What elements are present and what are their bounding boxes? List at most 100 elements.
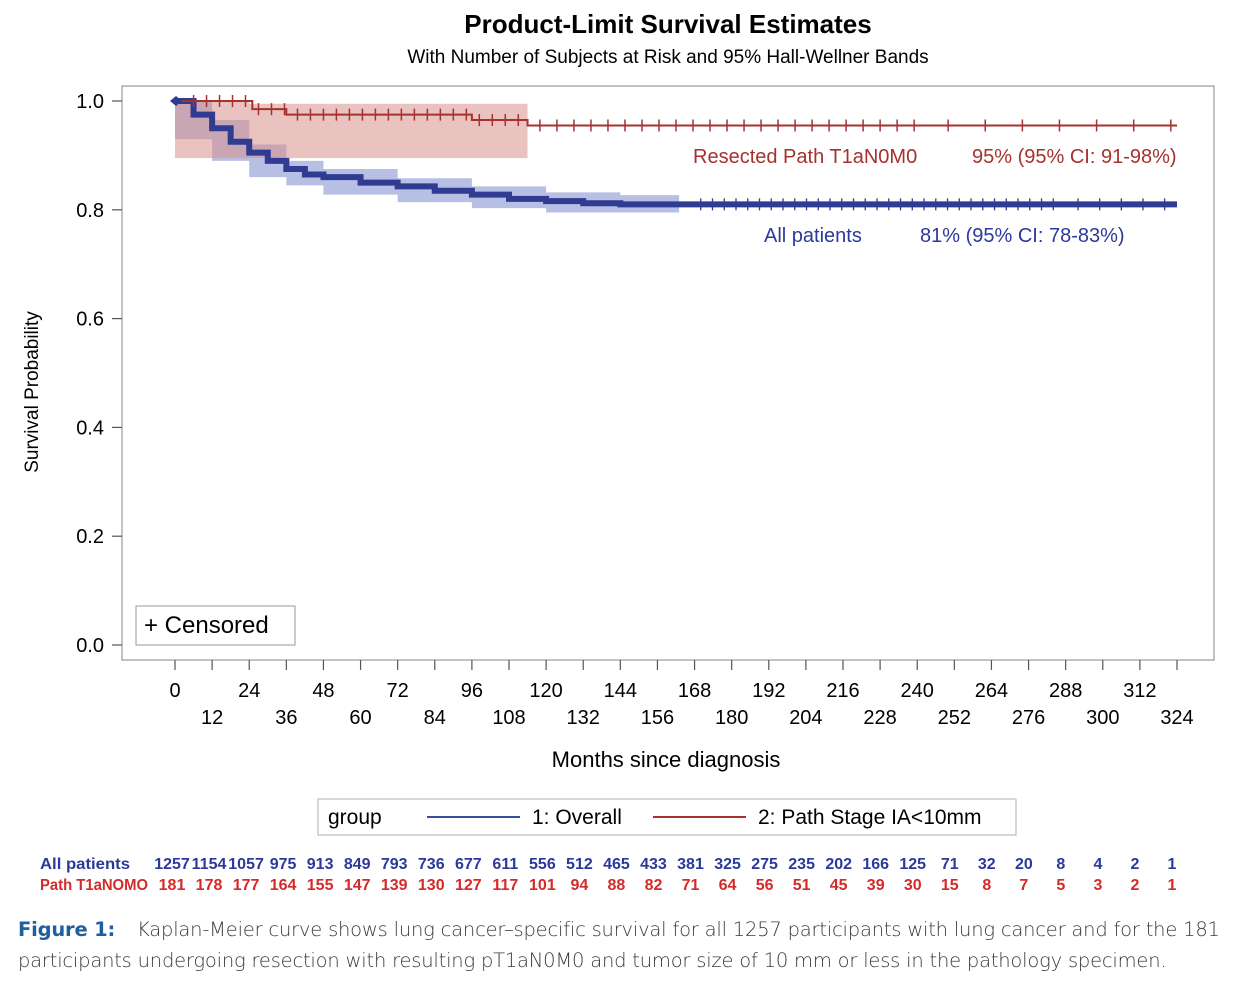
x-tick-label: 324 [1160,707,1193,729]
at-risk-all-value: 793 [381,856,408,873]
x-tick-label: 48 [312,680,334,702]
chart-title: Product-Limit Survival Estimates [464,9,871,39]
x-tick-label: 144 [604,680,637,702]
x-tick-label: 264 [975,680,1008,702]
at-risk-t1a-value: 39 [867,877,885,894]
resected-survival-curve [175,100,1177,127]
at-risk-all-value: 433 [640,856,667,873]
at-risk-all-value: 275 [751,856,778,873]
at-risk-t1a-value: 94 [571,877,589,894]
at-risk-all-value: 913 [307,856,334,873]
x-axis: 0 12 24 36 48 60 72 84 96 10812013214415616818019… [169,660,1194,729]
figure-caption-label: Figure 1: [18,918,116,941]
x-tick-label: 24 [238,680,260,702]
at-risk-t1a-value: 82 [645,877,663,894]
at-risk-t1a-value: 139 [381,877,408,894]
overall-survival-curve [175,98,1177,208]
at-risk-all-value: 125 [899,856,926,873]
at-risk-all-value: 235 [788,856,815,873]
censored-legend: + Censored [135,605,296,646]
y-tick-label: 1.0 [76,91,104,113]
x-tick-label: 288 [1049,680,1082,702]
at-risk-t1a-value: 1 [1168,877,1177,894]
figure-caption: Figure 1: Kaplan-Meier curve shows lung c… [18,914,1228,976]
at-risk-t1a-value: 147 [344,877,371,894]
km-survival-chart: Product-Limit Survival Estimates With Nu… [22,9,1215,894]
at-risk-all-value: 202 [825,856,852,873]
at-risk-t1a-value: 181 [159,877,186,894]
x-tick-label: 192 [752,680,785,702]
at-risk-t1a-value: 130 [418,877,445,894]
at-risk-all-value: 1057 [228,856,264,873]
at-risk-t1a-value: 3 [1093,877,1102,894]
y-axis: 0.0 0.2 0.4 0.6 0.8 1.0 [76,91,122,657]
y-tick-label: 0.4 [76,417,104,439]
x-tick-label: 60 [349,707,371,729]
y-tick-label: 0.0 [76,635,104,657]
at-risk-all-value: 1257 [154,856,190,873]
at-risk-all-value: 4 [1093,856,1102,873]
at-risk-all-value: 1154 [192,856,227,873]
censor-marks [192,95,1172,211]
group-legend: group 1: Overall 2: Path Stage IA<10mm [317,798,1017,836]
resected-annotation-value: 95% (95% CI: 91-98%) [972,146,1177,168]
y-tick-label: 0.6 [76,309,104,331]
x-tick-label: 312 [1123,680,1156,702]
at-risk-all-value: 1 [1168,856,1177,873]
x-tick-label: 156 [641,707,674,729]
at-risk-all-value: 166 [862,856,889,873]
x-tick-label: 276 [1012,707,1045,729]
at-risk-all-value: 611 [492,856,518,873]
x-tick-label: 300 [1086,707,1119,729]
at-risk-all-value: 975 [270,856,297,873]
at-risk-t1a-value: 178 [196,877,223,894]
at-risk-t1a-value: 2 [1131,877,1140,894]
at-risk-row-label-all: All patients [40,856,130,873]
resected-annotation: Resected Path T1aN0M0 95% (95% CI: 91-98… [693,146,1177,168]
at-risk-all-value: 849 [344,856,371,873]
x-tick-label: 36 [275,707,297,729]
x-tick-label: 132 [567,707,600,729]
plot-frame [121,85,1215,661]
survival-curves [170,96,1177,208]
x-axis-label: Months since diagnosis [552,747,781,772]
at-risk-t1a-value: 15 [941,877,959,894]
x-tick-label: 84 [424,707,446,729]
at-risk-all-value: 512 [566,856,593,873]
x-tick-label: 12 [201,707,223,729]
at-risk-t1a-value: 51 [793,877,811,894]
y-tick-label: 0.8 [76,200,104,222]
at-risk-all-value: 465 [603,856,630,873]
x-tick-label: 216 [826,680,859,702]
y-tick-label: 0.2 [76,526,104,548]
censored-legend-label: + Censored [144,612,269,639]
overall-annotation-value: 81% (95% CI: 78-83%) [920,225,1125,247]
at-risk-t1a-value: 164 [270,877,297,894]
overall-confidence-band [175,101,680,213]
at-risk-t1a-value: 64 [719,877,737,894]
x-tick-label: 108 [492,707,525,729]
at-risk-all-value: 32 [978,856,996,873]
at-risk-all-value: 736 [418,856,445,873]
at-risk-t1a-value: 88 [608,877,626,894]
legend-title: group [328,806,382,829]
at-risk-t1a-value: 117 [492,877,518,894]
at-risk-all-value: 71 [941,856,959,873]
x-tick-label: 168 [678,680,711,702]
at-risk-t1a-value: 155 [307,877,334,894]
x-tick-label: 240 [901,680,934,702]
at-risk-t1a-value: 101 [529,877,556,894]
at-risk-all-value: 556 [529,856,556,873]
at-risk-t1a-value: 56 [756,877,774,894]
y-axis-label: Survival Probability [22,311,43,473]
figure-caption-text: Kaplan-Meier curve shows lung cancer–spe… [18,918,1220,972]
legend-item-path-stage: 2: Path Stage IA<10mm [758,806,982,829]
at-risk-t1a-value: 71 [682,877,700,894]
at-risk-t1a-value: 45 [830,877,848,894]
x-tick-label: 120 [529,680,562,702]
at-risk-all-value: 20 [1015,856,1033,873]
at-risk-row-label-t1a: Path T1aNOMO [40,877,148,894]
x-tick-label: 96 [461,680,483,702]
x-tick-label: 72 [387,680,409,702]
x-tick-label: 204 [789,707,822,729]
